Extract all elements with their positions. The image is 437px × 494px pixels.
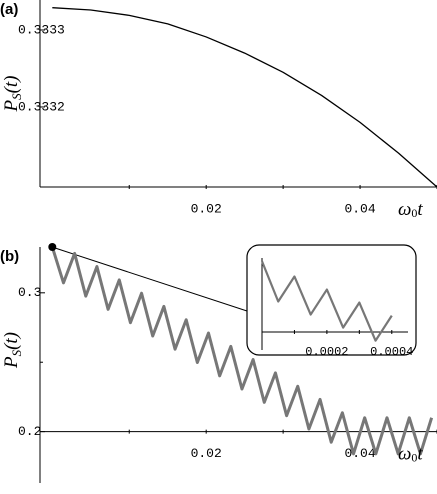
x-axis-label: ω0t — [398, 199, 423, 220]
x-tick-label: 0.0004 — [370, 345, 413, 359]
x-label-part: t — [417, 199, 423, 220]
x-tick-label: 0.02 — [191, 446, 222, 461]
y-axis-label: PS(t) — [1, 75, 24, 112]
y-label-part: S — [9, 349, 24, 356]
y-tick-label: 0.2 — [18, 424, 41, 439]
data-line — [52, 7, 437, 188]
y-tick-label: 0.3332 — [18, 99, 65, 114]
x-label-part: 0 — [411, 450, 417, 464]
x-tick-label: 0.02 — [191, 201, 222, 216]
y-label-part: (t) — [1, 75, 22, 93]
x-label-part: ω — [398, 199, 411, 220]
zoom-connector — [51, 246, 248, 312]
y-label-part: P — [1, 100, 22, 113]
x-axis-label: ω0t — [398, 444, 423, 465]
x-tick-label: 0.04 — [344, 446, 375, 461]
y-axis-label: PS(t) — [1, 332, 24, 369]
data-line — [50, 246, 434, 456]
x-label-part: 0 — [411, 206, 417, 220]
y-label-part: (t) — [1, 332, 22, 350]
y-tick-label: 0.3 — [18, 285, 41, 300]
panel-label: (b) — [0, 248, 19, 265]
start-dot — [48, 243, 57, 251]
y-label-part: S — [9, 93, 24, 100]
x-label-part: t — [417, 444, 423, 465]
data-line — [260, 260, 393, 342]
x-label-part: ω — [398, 444, 411, 465]
x-tick-label: 0.0002 — [305, 345, 348, 359]
x-tick-label: 0.04 — [344, 201, 375, 216]
panel-label: (a) — [0, 1, 18, 18]
y-label-part: P — [1, 356, 22, 369]
y-tick-label: 0.3333 — [18, 22, 65, 37]
